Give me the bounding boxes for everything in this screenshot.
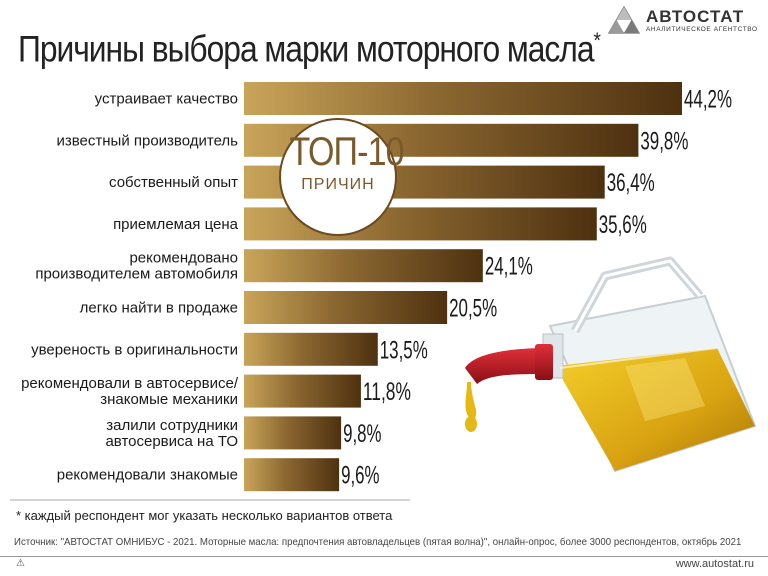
category-label: приемлемая цена <box>113 216 239 233</box>
bar-value-label: 36,4% <box>607 169 655 197</box>
category-label: известный производитель <box>56 132 238 149</box>
bottom-divider <box>0 556 768 557</box>
site-url: www.autostat.ru <box>669 558 754 570</box>
category-label: рекомендовали в автосервисе/знакомые мех… <box>21 375 239 408</box>
chart-title: Причины выбора марки моторного масла* <box>18 28 601 70</box>
top10-badge: ТОП-10 ПРИЧИН <box>279 118 405 236</box>
category-label: легко найти в продаже <box>80 300 238 317</box>
source-note: Источник: "АВТОСТАТ ОМНИБУС - 2021. Мото… <box>14 536 742 548</box>
bar-value-label: 9,8% <box>343 420 381 448</box>
autostat-logo: АВТОСТАТ АНАЛИТИЧЕСКОЕ АГЕНТСТВО <box>608 6 758 36</box>
category-label: устраивает качество <box>95 91 238 108</box>
logo-name: АВТОСТАТ <box>646 7 745 27</box>
logo-subtitle: АНАЛИТИЧЕСКОЕ АГЕНТСТВО <box>646 26 758 34</box>
bar-10 <box>244 458 340 492</box>
chart-title-text: Причины выбора марки моторного масла <box>18 28 595 70</box>
category-label: залили сотрудники автосервиса на ТО <box>105 417 238 450</box>
bar-value-label: 24,1% <box>485 253 533 281</box>
bar-value-label: 11,8% <box>363 378 411 406</box>
bar-7 <box>244 332 378 366</box>
bar-value-label: 13,5% <box>380 336 428 364</box>
title-footnote-mark: * <box>593 28 601 53</box>
bar-value-label: 44,2% <box>684 86 732 114</box>
warning-icon: ⚠ <box>16 558 25 569</box>
logo-mark-icon <box>608 6 640 34</box>
bar-value-label: 20,5% <box>449 295 497 323</box>
bar-value-label: 35,6% <box>599 211 647 239</box>
bar-6 <box>244 291 448 324</box>
bar-1 <box>244 82 682 115</box>
oil-canister-illustration <box>465 256 757 473</box>
category-label: рекомендовали знакомые <box>57 467 238 484</box>
bar-9 <box>244 416 342 450</box>
category-label: увереность в оригинальности <box>31 341 238 358</box>
bar-8 <box>244 374 361 408</box>
top10-badge-subtitle: ПРИЧИН <box>301 176 375 193</box>
category-label: рекомендовано производителем автомобиля <box>35 250 238 283</box>
bar-value-label: 9,6% <box>341 462 379 490</box>
bar-value-label: 39,8% <box>640 127 688 155</box>
bar-5 <box>244 249 483 283</box>
category-label: собственный опыт <box>109 174 238 191</box>
top10-badge-title: ТОП-10 <box>289 130 405 174</box>
footnote: * каждый респондент мог указать нескольк… <box>16 508 393 523</box>
